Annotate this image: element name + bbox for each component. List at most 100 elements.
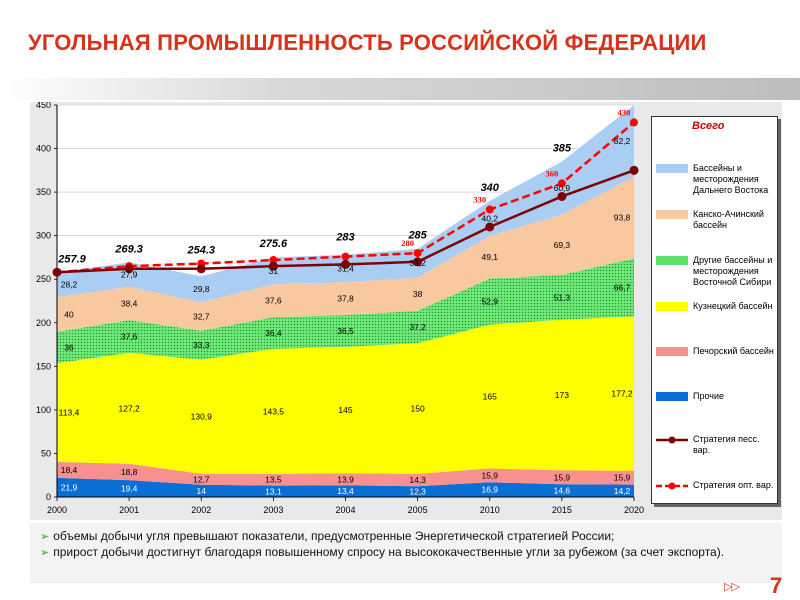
axes: 0 50 100 150 200 250 300 350 400 450 2000 2001 2002 2… (36, 102, 644, 515)
area-pechora (57, 461, 634, 487)
value-label-far_east: 82,2 (614, 136, 631, 146)
total-label: 340 (481, 182, 500, 194)
total-label: 275.6 (259, 238, 288, 250)
value-label-kansk: 93,8 (614, 212, 631, 222)
value-label-pechora: 15,9 (481, 470, 498, 480)
notes-box: ➢ объемы добычи угля превышают показатели… (30, 523, 782, 583)
value-label-others: 14 (197, 486, 207, 496)
y-tick-label: 50 (41, 448, 51, 458)
value-label-opt: 430 (618, 107, 631, 117)
value-label-others: 12,3 (409, 487, 426, 497)
legend-label-pechora: Печорский бассейн (693, 346, 774, 356)
y-tick-label: 350 (36, 187, 51, 197)
value-label-far_east: 29,8 (193, 284, 210, 294)
point-opt (485, 205, 494, 214)
total-label: 285 (407, 230, 427, 242)
page-title: УГОЛЬНАЯ ПРОМЫШЛЕННОСТЬ РОССИЙСКОЙ ФЕДЕР… (28, 30, 707, 55)
total-label: 254.3 (186, 245, 215, 257)
y-tick-label: 400 (36, 144, 51, 154)
value-label-opt: 330 (473, 195, 486, 205)
point-opt (269, 256, 278, 265)
value-label-far_east: 31 (269, 266, 279, 276)
value-label-other: 36 (64, 342, 74, 352)
value-label-kansk: 49,1 (481, 252, 498, 262)
note-2: ➢ прирост добычи достигнут благодаря повы… (40, 545, 780, 560)
legend-label-opt: Стратегия опт. вар. (693, 480, 774, 490)
value-label-others: 13,4 (337, 486, 354, 496)
x-tick-label: 2001 (119, 505, 139, 515)
total-label: 385 (553, 143, 572, 155)
value-label-kansk: 32,7 (193, 311, 210, 321)
legend-swatch-pechora (656, 347, 688, 356)
point-pess (629, 165, 639, 175)
legend-swatch-others (656, 392, 688, 401)
y-tick-label: 200 (36, 318, 51, 328)
total-label: 283 (335, 231, 354, 243)
x-tick-label: 2004 (335, 505, 355, 515)
legend-label-pess: Стратегия песс. вар. (693, 434, 760, 455)
value-label-kuznetsk: 173 (555, 390, 569, 400)
x-tick-label: 2020 (624, 505, 644, 515)
value-label-other: 66,7 (614, 282, 631, 292)
point-opt (341, 252, 350, 261)
page-number: 7 (770, 573, 783, 598)
x-tick-label: 2003 (263, 505, 283, 515)
value-label-other: 37,2 (409, 322, 426, 332)
point-pess (413, 257, 423, 267)
value-label-pechora: 15,9 (614, 473, 631, 483)
value-label-opt: 280 (401, 238, 414, 248)
area-others (57, 477, 634, 497)
legend-swatch-kansk (656, 210, 688, 219)
value-label-far_east: 28,2 (61, 280, 78, 290)
value-label-other: 52,9 (481, 297, 498, 307)
bullet-arrow-icon: ➢ (40, 531, 50, 543)
legend-swatch-far-east (656, 164, 688, 173)
value-label-kuznetsk: 150 (411, 403, 425, 413)
header-divider (0, 100, 800, 102)
strategy-lines (52, 118, 639, 277)
x-tick-label: 2010 (480, 505, 500, 515)
point-pess (268, 261, 278, 271)
value-label-kansk: 69,3 (554, 240, 571, 250)
value-label-other: 33,3 (193, 340, 210, 350)
point-opt (630, 118, 638, 127)
page-arrows-icon: ▷▷ (724, 581, 740, 593)
value-label-pechora: 14,3 (409, 475, 426, 485)
header-band (0, 78, 800, 100)
value-label-far_east: 60,9 (554, 183, 571, 193)
data-labels: 21,9 19,4 14 13,1 13,4 12,3 16,9 14,6 14,2 18,4 18… (57, 107, 633, 497)
legend-swatch-opt (656, 482, 688, 490)
point-pess (196, 264, 206, 274)
y-tick-label: 100 (36, 405, 51, 415)
value-label-pechora: 13,5 (265, 475, 282, 485)
value-label-kuznetsk: 177,2 (611, 389, 633, 399)
value-label-kuznetsk: 113,4 (59, 408, 80, 418)
area-kuznetsk (57, 316, 634, 474)
value-label-others: 13,1 (265, 486, 282, 496)
y-tick-label: 300 (36, 231, 51, 241)
value-label-pechora: 18,4 (61, 465, 78, 475)
value-label-others: 14,2 (614, 486, 631, 496)
value-label-others: 19,4 (121, 484, 138, 494)
value-label-kuznetsk: 165 (483, 392, 497, 402)
x-tick-label: 2002 (191, 505, 211, 515)
legend-label-other: Другие бассейны и месторождения Восточно… (693, 255, 773, 287)
y-tick-label: 250 (36, 274, 51, 284)
total-label: 257.9 (57, 253, 86, 265)
point-pess (52, 267, 62, 277)
value-label-kuznetsk: 127,2 (118, 403, 140, 413)
value-label-opt: 360 (546, 168, 559, 178)
area-other (57, 258, 634, 364)
legend: Всего Бассейны и месторождения Дальнего … (651, 116, 778, 504)
y-tick-label: 150 (36, 361, 51, 371)
legend-swatch-other (656, 256, 688, 265)
note-1-text: объемы добычи угля превышают показатели,… (53, 529, 615, 543)
legend-label-far-east: Бассейны и месторождения Дальнего Восток… (693, 163, 769, 195)
value-label-kansk: 38,4 (121, 298, 138, 308)
value-label-pechora: 13,9 (337, 474, 354, 484)
legend-label-kuznetsk: Кузнецкий бассейн (693, 301, 773, 311)
value-label-other: 51,3 (554, 292, 571, 302)
value-label-far_east: 27,9 (121, 270, 138, 280)
legend-label-others: Прочие (693, 391, 725, 401)
point-opt (413, 249, 422, 258)
